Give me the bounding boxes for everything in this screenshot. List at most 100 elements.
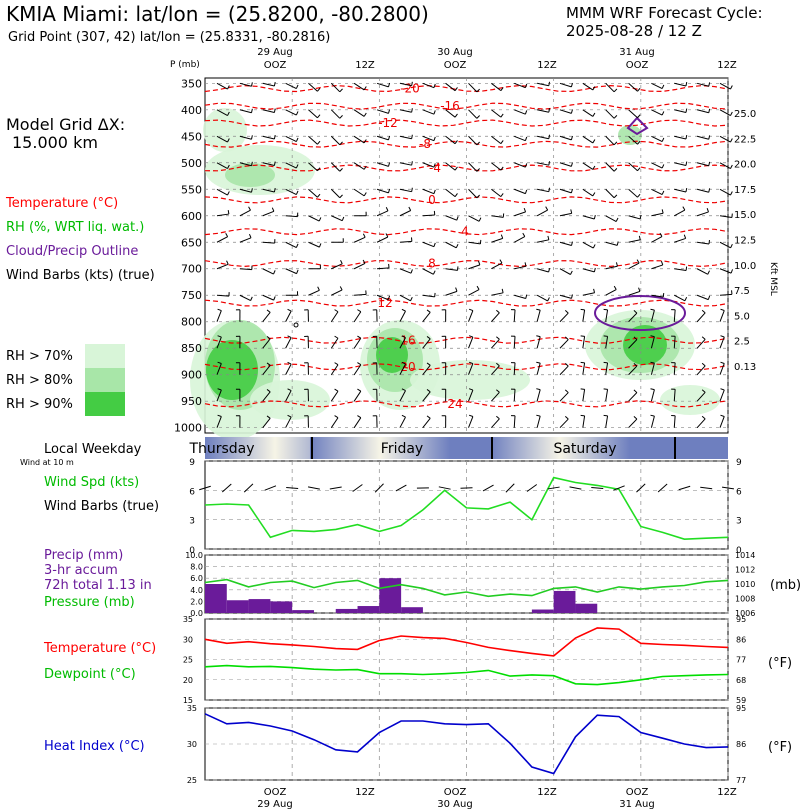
wind-barb-flag	[426, 389, 431, 393]
wind-barb-flag	[564, 310, 569, 314]
surface-wind-barb	[547, 486, 560, 490]
wind-barb-flag	[295, 84, 299, 89]
wind-barb	[330, 364, 339, 375]
wind-barb	[697, 82, 709, 87]
wind-barb-flag	[411, 81, 413, 86]
wind-barb	[399, 310, 406, 322]
isotherm-line	[204, 119, 729, 127]
wind-barb-flag	[684, 296, 688, 302]
wind-barb	[650, 389, 655, 402]
wind-barb-flag	[571, 241, 573, 246]
surface-wind-barb	[482, 484, 494, 492]
wind-barb-flag	[613, 141, 618, 146]
wind-barb	[308, 162, 318, 172]
time-axis-label: 12Z	[537, 60, 557, 71]
isotherm-label: 16	[400, 333, 415, 347]
wind-barb	[628, 82, 638, 92]
wind-barb-flag	[536, 335, 541, 338]
wind-barb-flag	[227, 138, 230, 143]
wind-barb	[559, 135, 572, 141]
wind-barb-flag	[388, 82, 391, 88]
wind-barb-flag	[615, 217, 619, 222]
heat-tick-label-f: 95	[736, 704, 746, 713]
wind-barb	[628, 339, 638, 349]
wind-barb-flag	[548, 161, 551, 166]
wind-barb-flag	[613, 115, 618, 119]
wind-barb-flag	[433, 110, 436, 115]
wind-barb-flag	[603, 308, 608, 311]
wind-barb-flag	[730, 243, 733, 249]
wind-barb-flag	[637, 193, 641, 198]
wind-barb	[491, 215, 504, 218]
wind-barb-flag	[251, 82, 253, 87]
wind-barb-flag	[500, 140, 504, 144]
wind-barb	[719, 310, 725, 322]
time-axis-label: 12Z	[355, 60, 375, 71]
wind-barb	[696, 391, 706, 402]
surface-wind-barb	[721, 486, 735, 490]
wind-barb-flag	[476, 168, 481, 172]
wind-barb	[468, 162, 478, 172]
wind-barb-flag	[362, 233, 366, 238]
day-segment	[310, 437, 450, 459]
wind-barb-flag	[701, 309, 706, 314]
wind-barb-flag	[730, 85, 733, 90]
wind-barb	[582, 415, 586, 428]
isotherm-label: -20	[400, 82, 420, 96]
surface-wind-barb	[329, 486, 342, 490]
heat-index-panel: 25 77 30 86 35 95 OOZ 12Z OOZ 12Z OOZ 12Z 29 Aug 30 A…	[187, 704, 746, 810]
wind-barb	[673, 336, 676, 349]
wind-barb	[239, 135, 252, 140]
wind-barb	[605, 362, 609, 375]
wind-barb	[376, 162, 389, 167]
isotherm-line	[204, 140, 729, 148]
wind-barb	[536, 336, 541, 349]
wind-barb-flag	[720, 308, 725, 311]
wind-barb	[491, 262, 503, 270]
precip-bar	[335, 608, 358, 613]
wind-barb-flag	[661, 209, 664, 214]
wind-barb-flag	[388, 162, 391, 167]
wind-barb	[491, 135, 502, 145]
wind-barb-flag	[638, 287, 641, 292]
wind-barb-flag	[410, 269, 413, 274]
wind-barb-flag	[388, 188, 391, 193]
wind-barb	[536, 389, 541, 402]
wind-barb-flag	[317, 87, 321, 92]
wind-barb	[559, 268, 571, 275]
wind-barb-flag	[363, 86, 367, 91]
wind-barb-flag	[227, 191, 230, 196]
wind-barb-flag	[476, 141, 481, 146]
wind-barb-flag	[613, 194, 618, 199]
wind-barb-flag	[295, 190, 299, 195]
wind-barb-flag	[500, 166, 504, 171]
wind-barb	[239, 82, 252, 87]
wind-barb-flag	[334, 362, 339, 366]
rh90-label: RH > 90%	[6, 397, 73, 412]
wind-barb	[445, 82, 456, 92]
wind-tick-label: 6	[189, 487, 195, 497]
wind-barb-flag	[570, 209, 573, 214]
wind-barb	[285, 363, 292, 375]
wind-barb	[514, 135, 526, 142]
wind-barb-flag	[683, 234, 687, 239]
isotherm-line	[204, 260, 729, 268]
wind-barb	[216, 310, 222, 322]
wind-barb-flag	[524, 136, 528, 141]
wind-barb	[377, 267, 390, 270]
wind-barb	[262, 82, 275, 87]
wind-barb-flag	[523, 207, 527, 213]
wind-barb	[376, 188, 389, 194]
wind-barb-flag	[476, 115, 481, 119]
temperature-label: Temperature (°C)	[44, 641, 157, 656]
wind-barb-flag	[250, 296, 253, 301]
wind-barb	[490, 418, 500, 429]
wind-barb-flag	[388, 135, 391, 140]
wind-barb-flag	[548, 267, 551, 273]
wind-barb	[262, 210, 275, 217]
wind-barb-flag	[548, 134, 551, 139]
wind-barb	[719, 336, 725, 349]
wind-barb	[331, 263, 343, 270]
wind-barb	[536, 415, 541, 428]
wind-barb	[330, 311, 339, 323]
